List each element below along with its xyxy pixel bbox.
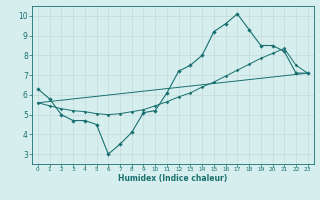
X-axis label: Humidex (Indice chaleur): Humidex (Indice chaleur) bbox=[118, 174, 228, 183]
